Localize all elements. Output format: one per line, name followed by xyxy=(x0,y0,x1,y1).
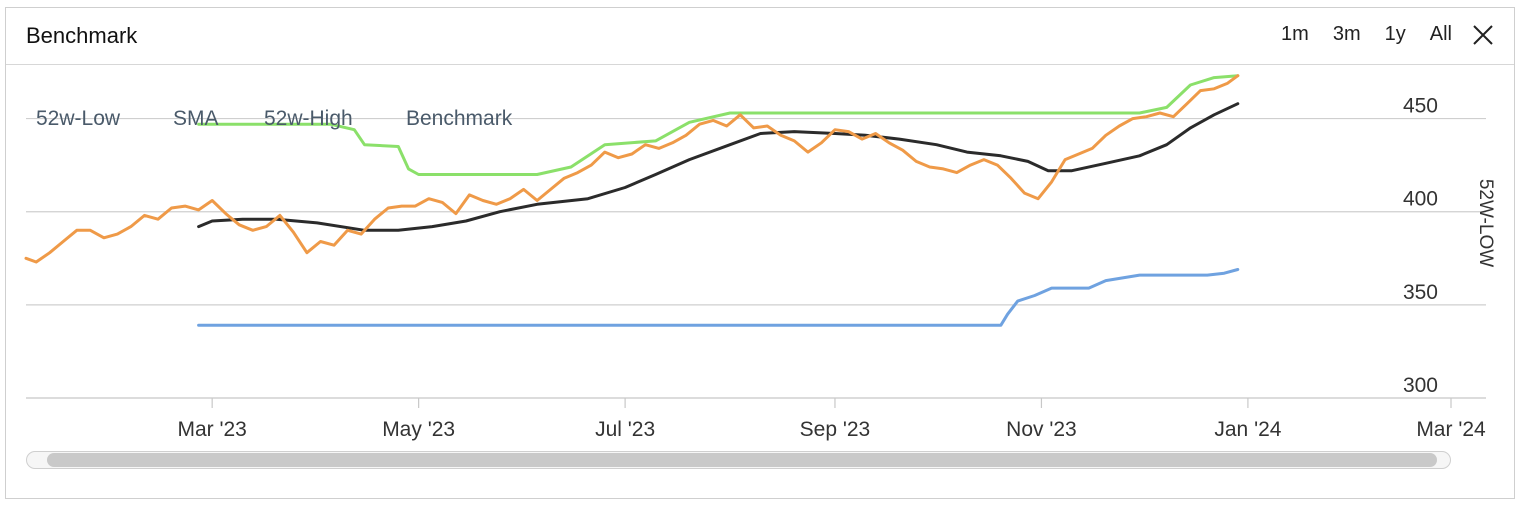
y-tick-label: 400 xyxy=(1403,188,1438,211)
range-3m-button[interactable]: 3m xyxy=(1332,23,1361,45)
benchmark-panel: Benchmark 1m 3m 1y All 52w-Low SMA 52w-Hig… xyxy=(5,7,1515,499)
x-tick-label: May '23 xyxy=(382,418,455,441)
x-tick-label: Jan '24 xyxy=(1214,418,1281,441)
x-tick-label: Sep '23 xyxy=(800,418,871,441)
x-tick-label: Mar '24 xyxy=(1416,418,1486,441)
y-axis-title: 52W-LOW xyxy=(1475,179,1496,267)
series-layer xyxy=(24,74,1240,327)
series-line-52w-high[interactable] xyxy=(197,74,1240,176)
scrollbar-thumb[interactable] xyxy=(47,453,1437,467)
legend-item[interactable]: 52w-Low xyxy=(36,107,121,130)
x-tick-label: Mar '23 xyxy=(177,418,246,441)
legend-item[interactable]: Benchmark xyxy=(406,107,513,130)
x-tick-label: Nov '23 xyxy=(1006,418,1077,441)
series-line-sma[interactable] xyxy=(197,102,1240,232)
chart-legend: 52w-Low SMA 52w-High Benchmark xyxy=(36,107,513,130)
series-line-benchmark[interactable] xyxy=(24,74,1240,264)
y-tick-label: 450 xyxy=(1403,95,1438,118)
x-tick-label: Jul '23 xyxy=(595,418,655,441)
grid-lines xyxy=(26,117,1486,306)
panel-header: Benchmark 1m 3m 1y All xyxy=(6,8,1514,65)
legend-item[interactable]: SMA xyxy=(173,107,219,130)
range-all-button[interactable]: All xyxy=(1429,23,1452,45)
y-axis: 300 350 400 450 52W-LOW xyxy=(1403,95,1496,397)
legend-item[interactable]: 52w-High xyxy=(264,107,353,130)
range-selector: 1m 3m 1y All xyxy=(1257,23,1452,46)
range-1m-button[interactable]: 1m xyxy=(1281,23,1309,45)
benchmark-chart: 52w-Low SMA 52w-High Benchmark 300 350 400 450… xyxy=(24,74,1496,441)
range-1y-button[interactable]: 1y xyxy=(1384,23,1406,45)
y-tick-label: 350 xyxy=(1403,281,1438,304)
x-axis: Mar '23 May '23 Jul '23 Sep '23 Nov '23 Jan '… xyxy=(26,397,1486,441)
panel-title: Benchmark xyxy=(26,23,138,48)
close-icon[interactable] xyxy=(1470,22,1496,48)
chart-scrollbar[interactable] xyxy=(26,451,1451,469)
y-tick-label: 300 xyxy=(1403,374,1438,397)
series-line-52w-low[interactable] xyxy=(197,268,1240,327)
